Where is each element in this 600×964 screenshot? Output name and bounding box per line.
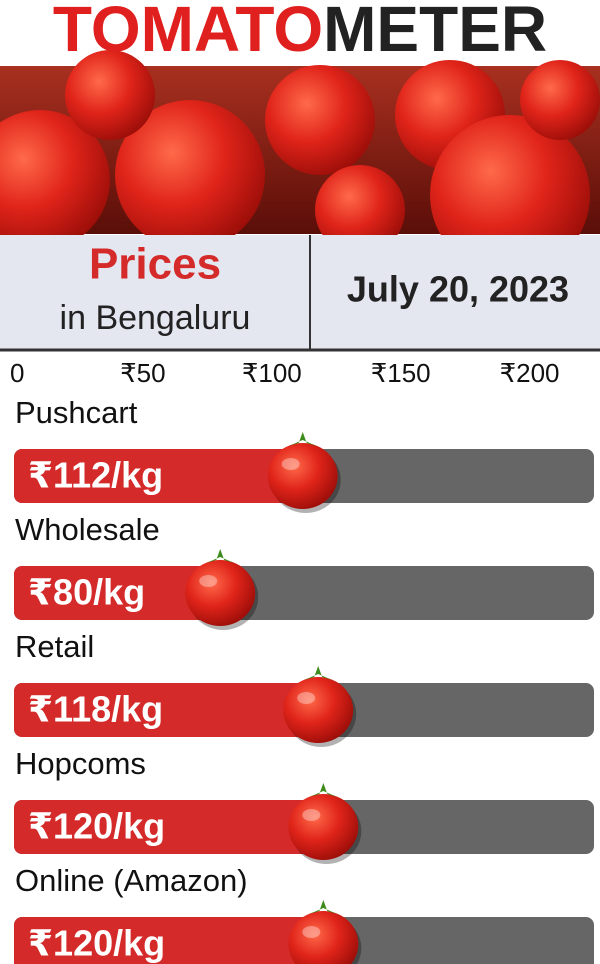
tomato-stem xyxy=(309,900,338,914)
tomato-marker xyxy=(185,549,259,630)
tomato xyxy=(288,911,359,964)
value-label: ₹120/kg xyxy=(28,806,165,847)
value-label: ₹118/kg xyxy=(28,689,163,730)
category-label: Wholesale xyxy=(15,512,160,547)
title-part: METER xyxy=(323,0,547,65)
x-tick-label: ₹200 xyxy=(500,358,560,388)
category-label: Hopcoms xyxy=(15,746,146,781)
tomato xyxy=(288,794,359,860)
tomato-marker xyxy=(283,666,357,747)
tomato-stem xyxy=(304,666,333,680)
tomato-marker xyxy=(288,900,362,964)
tomato-stem xyxy=(288,432,317,446)
subtitle: in Bengaluru xyxy=(60,299,251,337)
bar xyxy=(14,683,319,737)
tomato-stem xyxy=(206,549,235,563)
date: July 20, 2023 xyxy=(347,269,569,310)
tomato-shine xyxy=(302,926,321,938)
bar xyxy=(14,449,303,503)
tomato-shine xyxy=(297,692,316,704)
x-tick-label: ₹100 xyxy=(242,358,302,388)
tomato xyxy=(267,443,338,509)
tomato-shine xyxy=(199,575,218,587)
tomato-marker xyxy=(267,432,341,513)
bar xyxy=(14,917,324,964)
tomato xyxy=(283,677,354,743)
category-label: Online (Amazon) xyxy=(15,863,248,898)
photo xyxy=(0,50,600,275)
x-tick-label: ₹50 xyxy=(120,358,165,388)
value-label: ₹120/kg xyxy=(28,923,165,964)
subtitle: Prices xyxy=(89,240,221,289)
x-tick-label: 0 xyxy=(10,358,24,388)
category-label: Retail xyxy=(15,629,94,664)
tomato xyxy=(185,560,256,626)
bar xyxy=(14,566,221,620)
tomato-shine xyxy=(302,809,321,821)
value-label: ₹80/kg xyxy=(28,572,145,613)
category-label: Pushcart xyxy=(15,395,138,430)
tomato-marker xyxy=(288,783,362,864)
tomato-shine xyxy=(281,458,300,470)
x-tick-label: ₹150 xyxy=(371,358,431,388)
info-box: Prices in Bengaluru July 20, 2023 xyxy=(0,235,600,352)
bar xyxy=(14,800,324,854)
value-label: ₹112/kg xyxy=(28,455,163,496)
tomato-stem xyxy=(309,783,338,797)
